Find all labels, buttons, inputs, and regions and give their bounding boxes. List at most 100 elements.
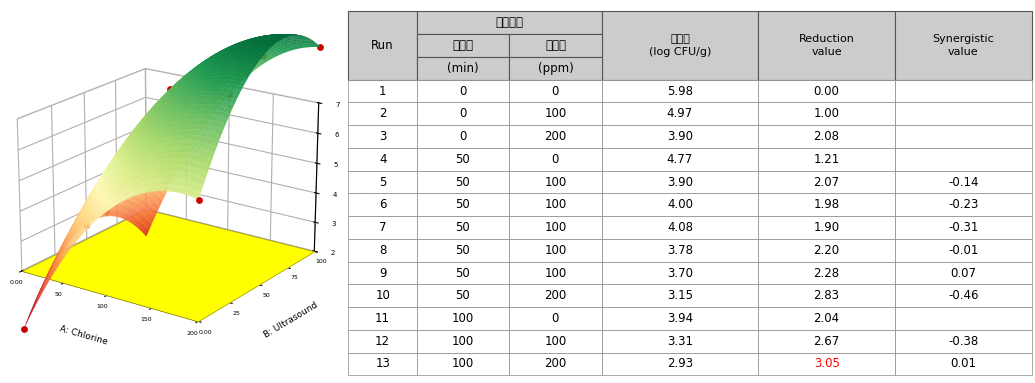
Text: 4.00: 4.00 <box>667 198 693 211</box>
Text: 0: 0 <box>552 312 559 325</box>
Text: 3.05: 3.05 <box>814 357 839 370</box>
Bar <box>417 353 509 375</box>
Bar <box>895 148 1032 171</box>
Bar <box>895 239 1032 262</box>
Text: 50: 50 <box>455 153 470 166</box>
Text: 50: 50 <box>455 175 470 188</box>
Text: (min): (min) <box>447 62 479 75</box>
Bar <box>417 239 509 262</box>
Bar <box>601 193 759 216</box>
Bar <box>895 102 1032 125</box>
Text: 0: 0 <box>552 153 559 166</box>
Text: 5.98: 5.98 <box>667 85 693 98</box>
Text: Run: Run <box>372 39 394 52</box>
Text: 2.67: 2.67 <box>814 335 839 348</box>
Text: 100: 100 <box>452 335 474 348</box>
Text: 7: 7 <box>379 221 386 234</box>
Text: 10: 10 <box>376 289 390 302</box>
Bar <box>759 102 895 125</box>
Bar <box>509 171 601 193</box>
Bar <box>601 239 759 262</box>
Text: 2: 2 <box>379 107 386 120</box>
Bar <box>349 262 417 284</box>
Bar <box>759 171 895 193</box>
Text: -0.31: -0.31 <box>948 221 978 234</box>
Text: 0: 0 <box>460 107 467 120</box>
Bar <box>417 125 509 148</box>
Text: 4: 4 <box>379 153 386 166</box>
Text: 2.93: 2.93 <box>667 357 693 370</box>
Text: 11: 11 <box>375 312 390 325</box>
Bar <box>349 148 417 171</box>
Bar <box>349 171 417 193</box>
Bar <box>895 262 1032 284</box>
Bar <box>417 57 509 80</box>
Bar <box>895 80 1032 102</box>
Bar <box>349 80 417 102</box>
Text: 3.70: 3.70 <box>667 267 693 280</box>
Bar <box>509 216 601 239</box>
Text: 2.04: 2.04 <box>814 312 839 325</box>
Text: 4.77: 4.77 <box>667 153 693 166</box>
Bar <box>759 216 895 239</box>
Text: 3.15: 3.15 <box>667 289 693 302</box>
Bar <box>509 262 601 284</box>
Bar <box>895 353 1032 375</box>
Text: 5: 5 <box>379 175 386 188</box>
Text: 100: 100 <box>452 312 474 325</box>
Bar <box>509 307 601 330</box>
Text: 결과값
(log CFU/g): 결과값 (log CFU/g) <box>649 34 711 57</box>
X-axis label: A: Chlorine: A: Chlorine <box>59 324 109 347</box>
Bar <box>895 284 1032 307</box>
Bar <box>417 102 509 125</box>
Text: 1.90: 1.90 <box>814 221 839 234</box>
Text: -0.46: -0.46 <box>948 289 978 302</box>
Text: 2.20: 2.20 <box>814 244 839 257</box>
Bar <box>509 353 601 375</box>
Bar <box>759 80 895 102</box>
Text: 100: 100 <box>544 107 566 120</box>
Bar <box>895 330 1032 353</box>
Bar <box>349 193 417 216</box>
Text: 9: 9 <box>379 267 386 280</box>
Text: 200: 200 <box>544 130 566 143</box>
Bar <box>759 284 895 307</box>
Text: Reduction
value: Reduction value <box>799 34 855 57</box>
Text: 0: 0 <box>552 85 559 98</box>
Text: 50: 50 <box>455 221 470 234</box>
Text: 4.97: 4.97 <box>667 107 693 120</box>
Text: 8: 8 <box>379 244 386 257</box>
Bar <box>759 125 895 148</box>
Text: 13: 13 <box>376 357 390 370</box>
Text: 100: 100 <box>544 267 566 280</box>
Bar <box>417 262 509 284</box>
Bar <box>349 239 417 262</box>
Bar <box>895 193 1032 216</box>
Text: 50: 50 <box>455 198 470 211</box>
Text: 2.83: 2.83 <box>814 289 839 302</box>
Bar <box>895 125 1032 148</box>
Bar <box>601 102 759 125</box>
Bar <box>895 307 1032 330</box>
Bar <box>601 284 759 307</box>
Text: 처리조건: 처리조건 <box>495 16 524 29</box>
Bar <box>601 125 759 148</box>
Bar <box>349 353 417 375</box>
Bar <box>759 330 895 353</box>
Text: 1.98: 1.98 <box>814 198 839 211</box>
Bar <box>349 330 417 353</box>
Bar <box>417 148 509 171</box>
Y-axis label: B: Ultrasound: B: Ultrasound <box>263 300 320 340</box>
Text: 0.01: 0.01 <box>950 357 976 370</box>
Bar <box>349 307 417 330</box>
Text: 100: 100 <box>544 175 566 188</box>
Bar <box>601 80 759 102</box>
Text: 3.90: 3.90 <box>667 175 693 188</box>
Text: 2.07: 2.07 <box>814 175 839 188</box>
Bar <box>759 307 895 330</box>
Text: 100: 100 <box>452 357 474 370</box>
Text: 3.78: 3.78 <box>667 244 693 257</box>
Bar <box>509 284 601 307</box>
Text: 0: 0 <box>460 130 467 143</box>
Text: 3: 3 <box>379 130 386 143</box>
